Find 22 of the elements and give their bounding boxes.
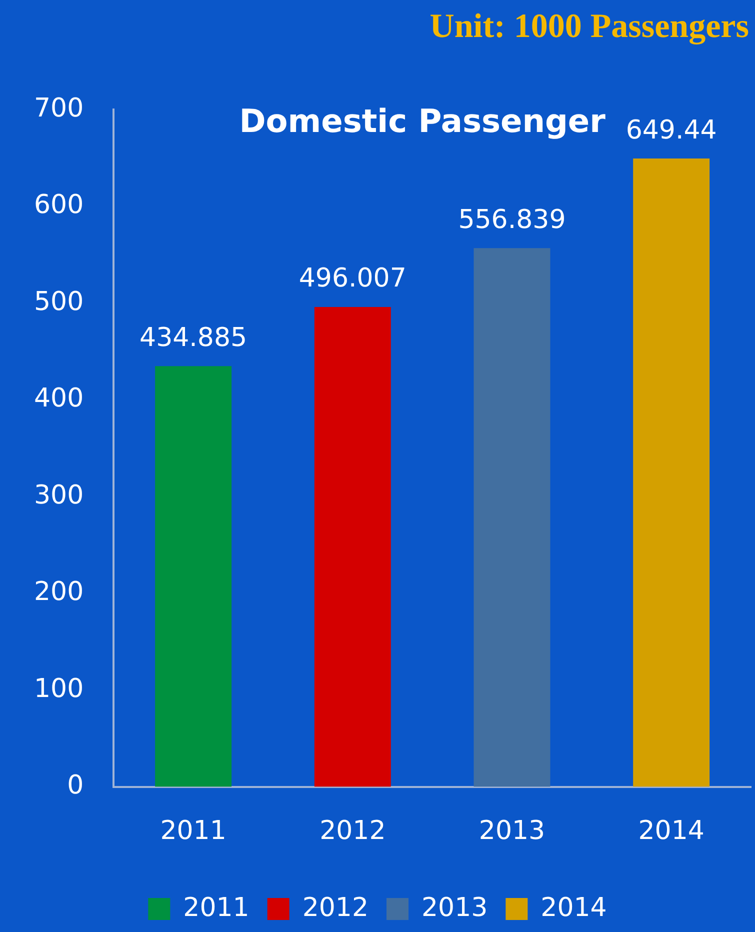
legend-label: 2014 <box>540 892 607 923</box>
x-tick-label: 2013 <box>478 816 546 846</box>
y-tick-label: 600 <box>34 190 84 220</box>
data-label: 434.885 <box>140 322 248 353</box>
y-tick-label: 0 <box>67 770 84 801</box>
y-tick-label: 700 <box>34 93 84 124</box>
legend-label: 2011 <box>183 892 250 923</box>
data-label: 496.007 <box>298 264 406 294</box>
legend-label: 2012 <box>302 892 369 923</box>
y-tick-label: 200 <box>34 577 84 608</box>
legend-label: 2013 <box>422 892 488 923</box>
y-tick-label: 100 <box>34 674 84 704</box>
chart-title: Domestic Passenger <box>239 102 606 140</box>
y-tick-label: 300 <box>34 480 84 510</box>
data-label: 556.839 <box>458 204 566 235</box>
data-label: 649.44 <box>626 115 717 146</box>
x-tick-label: 2012 <box>320 816 386 846</box>
y-tick-label: 400 <box>34 384 84 414</box>
x-tick-label: 2011 <box>160 816 226 846</box>
y-tick-label: 500 <box>34 286 84 317</box>
x-tick-label: 2014 <box>638 816 704 846</box>
chart-subtitle: Unit: 1000 Passengers <box>428 7 750 47</box>
